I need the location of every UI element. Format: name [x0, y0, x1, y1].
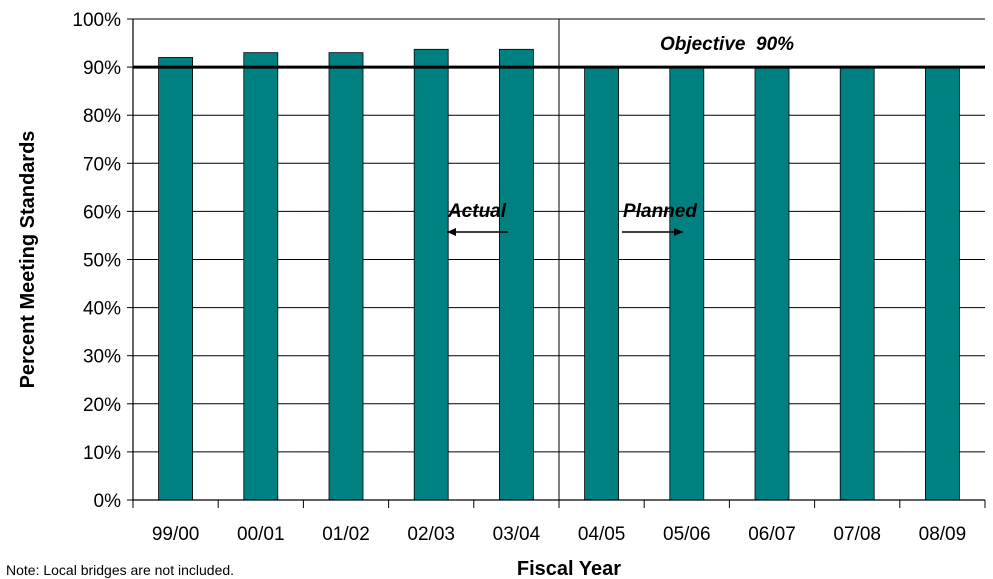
y-tick-label: 20% [83, 395, 121, 416]
bar [839, 66, 875, 501]
y-tick-label: 80% [83, 106, 121, 127]
bar [754, 66, 790, 501]
bar [584, 66, 619, 501]
y-tick-label: 10% [83, 443, 121, 464]
bar [498, 48, 534, 501]
bar [243, 52, 279, 501]
y-axis-title: Percent Meeting Standards [17, 131, 39, 389]
actual-arrow-icon [447, 228, 508, 236]
x-tick-label: 06/07 [748, 524, 796, 545]
x-tick-label: 99/00 [152, 524, 200, 545]
bar [413, 48, 449, 501]
x-tick-label: 00/01 [237, 524, 285, 545]
y-tick-label: 0% [94, 491, 122, 512]
axes [127, 18, 986, 508]
y-tick-label: 90% [83, 58, 121, 79]
x-tick-label: 08/09 [919, 524, 967, 545]
x-tick-label: 02/03 [407, 524, 455, 545]
footnote: Note: Local bridges are not included. [6, 562, 234, 578]
x-tick-labels: 99/00 00/01 01/02 02/03 03/04 04/05 05/06 06/07… [152, 524, 966, 545]
planned-arrow-icon [622, 228, 683, 236]
bar [925, 66, 960, 501]
y-tick-label: 30% [83, 347, 121, 368]
planned-label: Planned [623, 201, 697, 222]
y-tick-label: 50% [83, 251, 121, 272]
bar [328, 52, 364, 501]
y-tick-label: 100% [72, 10, 121, 31]
x-axis-title: Fiscal Year [517, 558, 621, 579]
y-tick-label: 60% [83, 202, 121, 223]
y-tick-label: 40% [83, 299, 121, 320]
bar [669, 66, 705, 501]
x-tick-label: 01/02 [322, 524, 370, 545]
x-tick-label: 04/05 [578, 524, 626, 545]
actual-label: Actual [447, 201, 507, 222]
x-tick-label: 05/06 [663, 524, 711, 545]
bar [158, 57, 194, 501]
y-tick-labels: 0% 10% 20% 30% 40% 50% 60% 70% 80% 90% 100% [72, 10, 121, 512]
objective-label: Objective 90% [660, 34, 794, 55]
y-tick-label: 70% [83, 154, 121, 175]
x-tick-label: 07/08 [833, 524, 881, 545]
x-tick-label: 03/04 [493, 524, 541, 545]
